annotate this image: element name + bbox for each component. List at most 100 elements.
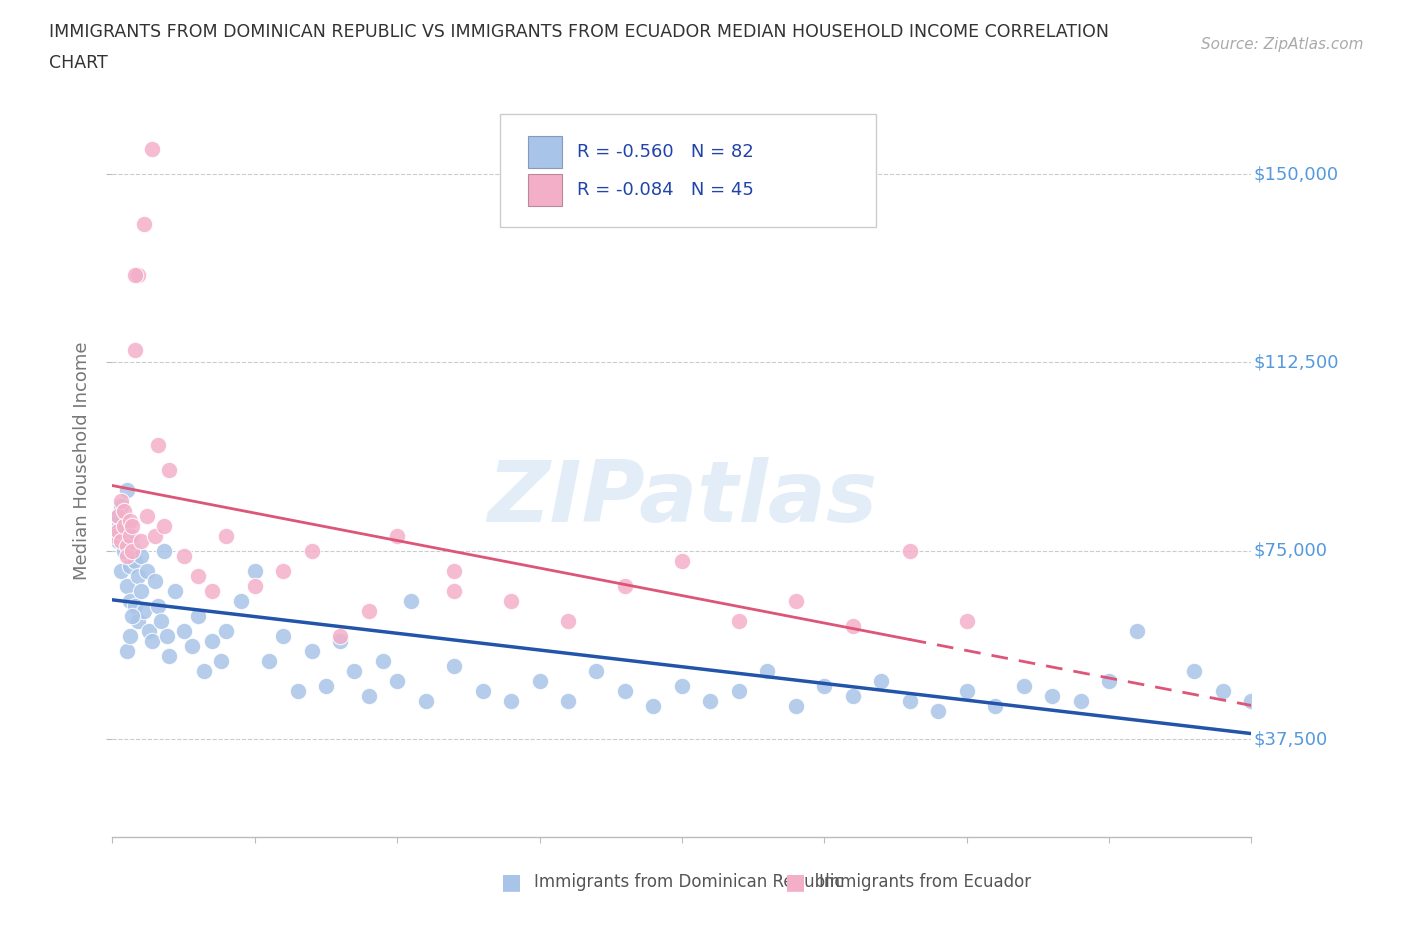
- Point: [118, 513, 141, 528]
- Point: [135, 564, 157, 578]
- Point: [115, 644, 138, 658]
- Point: [110, 564, 132, 578]
- Point: [112, 518, 135, 533]
- Point: [115, 483, 138, 498]
- Point: [699, 694, 721, 709]
- Point: [143, 528, 166, 543]
- Point: [129, 583, 152, 598]
- Point: [107, 533, 129, 548]
- Point: [1184, 664, 1206, 679]
- Point: [898, 543, 921, 558]
- Point: [443, 583, 465, 598]
- Text: ■: ■: [786, 872, 806, 892]
- Point: [898, 694, 921, 709]
- Point: [115, 578, 138, 593]
- Point: [201, 633, 224, 648]
- Point: [201, 583, 224, 598]
- Point: [271, 629, 295, 644]
- Point: [112, 524, 135, 538]
- Point: [415, 694, 437, 709]
- Point: [215, 624, 238, 639]
- Point: [152, 518, 174, 533]
- Point: [956, 614, 979, 629]
- Point: [165, 583, 187, 598]
- Y-axis label: Median Household Income: Median Household Income: [73, 341, 91, 579]
- Point: [173, 549, 195, 564]
- Point: [155, 629, 177, 644]
- Point: [209, 654, 232, 669]
- Point: [187, 608, 209, 623]
- Text: R = -0.560   N = 82: R = -0.560 N = 82: [576, 143, 754, 161]
- Point: [173, 624, 195, 639]
- Point: [215, 528, 238, 543]
- Point: [385, 528, 409, 543]
- Point: [110, 498, 132, 513]
- Point: [671, 679, 693, 694]
- Point: [127, 267, 149, 282]
- Text: Immigrants from Dominican Republic: Immigrants from Dominican Republic: [534, 873, 844, 891]
- Point: [135, 508, 157, 523]
- Point: [118, 593, 141, 608]
- Point: [127, 614, 149, 629]
- Point: [443, 564, 465, 578]
- Point: [104, 528, 127, 543]
- Point: [613, 684, 636, 698]
- Point: [107, 508, 129, 523]
- Point: [159, 463, 180, 478]
- Point: [841, 689, 863, 704]
- Point: [557, 614, 579, 629]
- Point: [107, 524, 129, 538]
- Point: [121, 518, 143, 533]
- Point: [121, 543, 143, 558]
- Point: [138, 624, 160, 639]
- Point: [756, 664, 779, 679]
- Point: [357, 689, 380, 704]
- Point: [371, 654, 394, 669]
- Point: [1012, 679, 1035, 694]
- Point: [118, 558, 141, 573]
- Point: [124, 599, 146, 614]
- Point: [132, 604, 155, 618]
- Point: [1069, 694, 1091, 709]
- Point: [132, 217, 155, 232]
- Text: ■: ■: [501, 872, 522, 892]
- Text: $37,500: $37,500: [1254, 730, 1327, 748]
- Point: [329, 629, 352, 644]
- Text: ZIPatlas: ZIPatlas: [486, 457, 877, 539]
- Point: [1126, 624, 1149, 639]
- Point: [357, 604, 380, 618]
- Point: [143, 574, 166, 589]
- Point: [301, 644, 323, 658]
- Text: $112,500: $112,500: [1254, 353, 1339, 371]
- Point: [159, 649, 180, 664]
- Point: [104, 518, 127, 533]
- Text: Source: ZipAtlas.com: Source: ZipAtlas.com: [1201, 37, 1364, 52]
- Point: [146, 599, 169, 614]
- Point: [501, 593, 523, 608]
- Point: [841, 618, 863, 633]
- Point: [385, 674, 409, 689]
- Point: [329, 633, 352, 648]
- Point: [107, 508, 129, 523]
- Point: [181, 639, 204, 654]
- Point: [229, 593, 252, 608]
- Point: [1240, 694, 1263, 709]
- Point: [785, 699, 807, 714]
- Point: [149, 614, 172, 629]
- Point: [643, 699, 665, 714]
- Point: [728, 684, 751, 698]
- Point: [129, 533, 152, 548]
- Point: [112, 543, 135, 558]
- Point: [529, 674, 551, 689]
- Point: [1040, 689, 1063, 704]
- Point: [118, 629, 141, 644]
- Point: [1098, 674, 1121, 689]
- Point: [927, 704, 949, 719]
- Text: R = -0.084   N = 45: R = -0.084 N = 45: [576, 181, 754, 199]
- Point: [141, 141, 163, 156]
- Bar: [529, 174, 562, 206]
- Point: [129, 549, 152, 564]
- Point: [121, 528, 143, 543]
- Point: [984, 699, 1007, 714]
- Point: [243, 564, 266, 578]
